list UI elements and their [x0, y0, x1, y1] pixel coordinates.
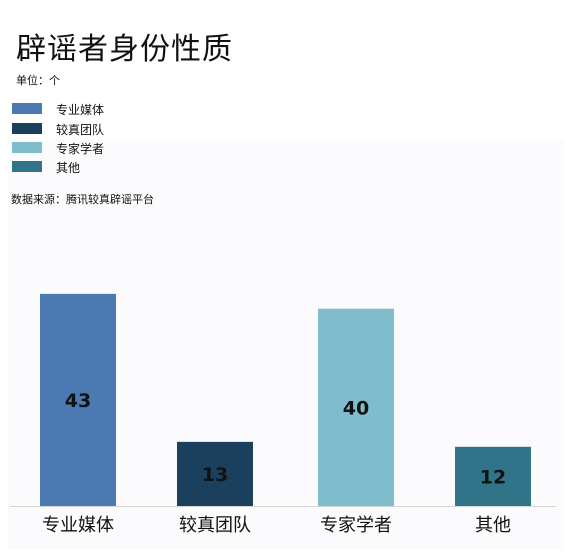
category-label: 较真团队	[179, 515, 251, 536]
category-label: 专业媒体	[42, 515, 114, 536]
legend-label: 其他	[56, 161, 81, 175]
legend-swatch	[12, 123, 42, 134]
legend-label: 专家学者	[56, 142, 105, 156]
legend-label: 较真团队	[56, 123, 105, 137]
category-label: 其他	[475, 515, 511, 536]
bar-4	[455, 446, 531, 506]
legend-swatch	[12, 161, 42, 172]
bar-value-label: 12	[480, 466, 506, 488]
legend-label: 专业媒体	[56, 103, 105, 117]
bar-value-label: 40	[343, 397, 369, 419]
legend-item: 专家学者	[12, 140, 212, 156]
legend-item: 其他	[12, 159, 212, 175]
legend-swatch	[12, 103, 42, 114]
bar-value-label: 13	[202, 464, 228, 486]
unit-label: 单位：个	[16, 74, 60, 87]
legend-swatch	[12, 142, 42, 153]
legend-item: 专业媒体	[12, 101, 212, 117]
bar-1	[40, 293, 116, 506]
bar-2	[177, 441, 253, 506]
bar-value-label: 43	[65, 390, 91, 412]
data-source: 数据来源：腾讯较真辟谣平台	[11, 193, 154, 206]
legend-item: 较真团队	[12, 121, 212, 137]
bar-3	[318, 308, 394, 506]
category-label: 专家学者	[320, 515, 392, 536]
chart-title: 辟谣者身份性质	[16, 32, 233, 67]
